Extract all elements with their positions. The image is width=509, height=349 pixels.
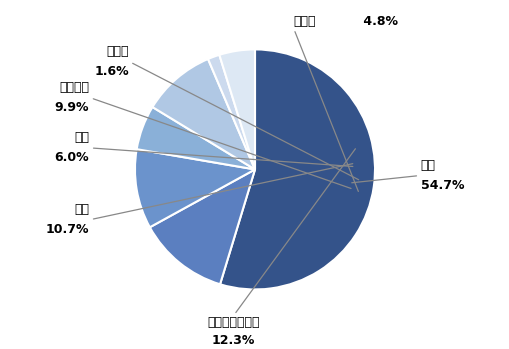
Text: 金属くず: 金属くず xyxy=(59,81,89,94)
Wedge shape xyxy=(219,50,254,170)
Text: 4.8%: 4.8% xyxy=(359,15,398,28)
Text: 廃水: 廃水 xyxy=(74,203,89,216)
Wedge shape xyxy=(136,107,254,170)
Wedge shape xyxy=(152,59,254,170)
Text: 汚泥: 汚泥 xyxy=(74,131,89,144)
Wedge shape xyxy=(208,55,254,170)
Wedge shape xyxy=(220,50,374,289)
Text: 廃油: 廃油 xyxy=(420,159,435,172)
Text: 6.0%: 6.0% xyxy=(54,151,89,164)
Text: 廃プラスチック: 廃プラスチック xyxy=(207,316,259,329)
Text: その他: その他 xyxy=(293,15,315,28)
Wedge shape xyxy=(150,170,254,284)
Text: 紙くず: 紙くず xyxy=(106,45,129,58)
Wedge shape xyxy=(135,149,254,227)
Text: 12.3%: 12.3% xyxy=(211,334,254,347)
Text: 54.7%: 54.7% xyxy=(420,179,463,192)
Text: 9.9%: 9.9% xyxy=(55,101,89,114)
Text: 1.6%: 1.6% xyxy=(94,65,129,78)
Text: 10.7%: 10.7% xyxy=(46,223,89,237)
